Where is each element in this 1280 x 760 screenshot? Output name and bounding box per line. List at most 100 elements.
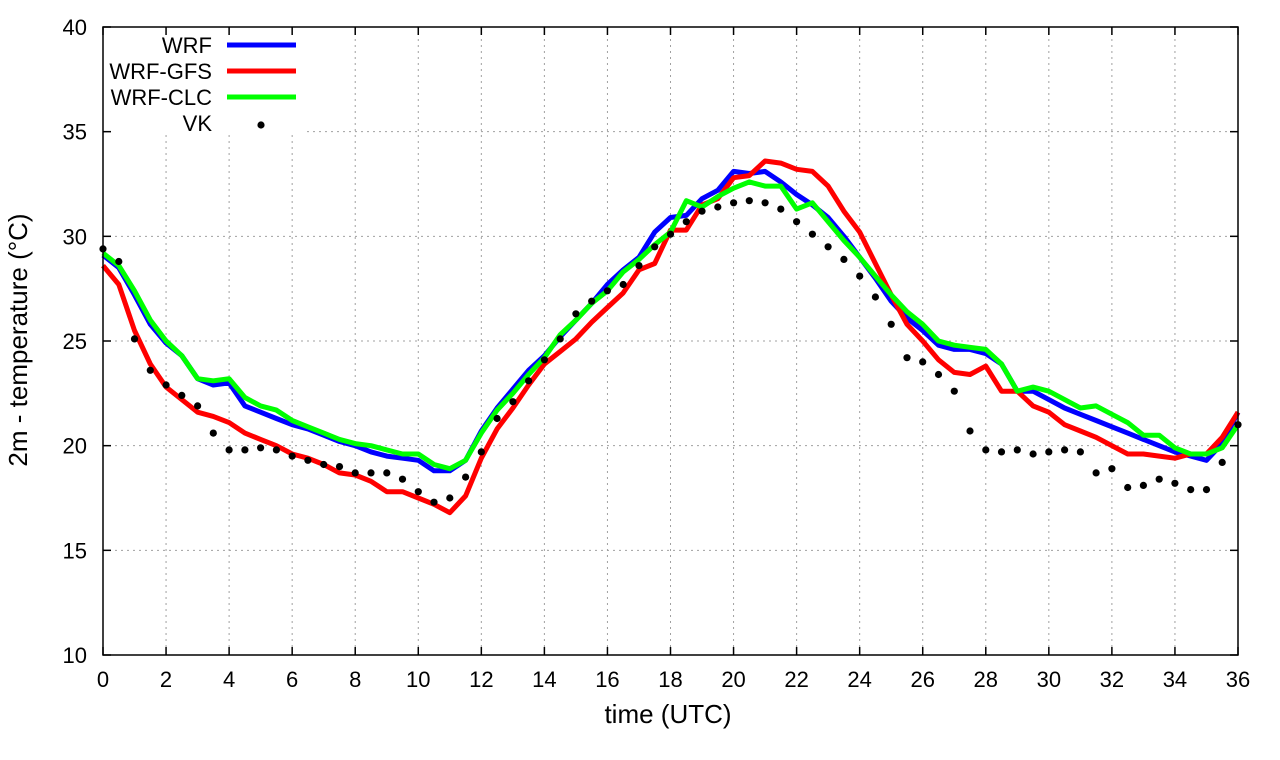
- data-point: [335, 463, 344, 471]
- data-point: [1108, 465, 1116, 473]
- x-tick-label: 20: [721, 667, 745, 692]
- data-point: [288, 452, 296, 460]
- x-tick-label: 6: [286, 667, 298, 692]
- data-point: [430, 498, 438, 506]
- data-point: [1155, 475, 1163, 483]
- data-point: [493, 414, 501, 423]
- data-point: [635, 262, 643, 270]
- x-tick-label: 10: [406, 667, 430, 692]
- legend-label: WRF: [162, 33, 212, 58]
- data-point: [351, 469, 359, 477]
- data-point: [651, 243, 659, 251]
- data-point: [146, 366, 154, 374]
- data-point: [793, 218, 801, 226]
- y-tick-label: 35: [63, 120, 87, 145]
- data-point: [209, 429, 217, 437]
- x-tick-label: 24: [847, 667, 871, 692]
- legend-swatch: [257, 121, 265, 129]
- data-point: [162, 381, 170, 389]
- data-point: [1013, 446, 1021, 454]
- data-point: [130, 335, 139, 343]
- data-point: [730, 199, 738, 207]
- data-point: [320, 460, 328, 469]
- y-tick-label: 15: [63, 538, 87, 563]
- data-point: [304, 456, 312, 464]
- x-tick-label: 2: [160, 667, 172, 692]
- data-point: [1124, 483, 1132, 492]
- x-tick-label: 22: [784, 667, 808, 692]
- y-tick-label: 30: [63, 224, 87, 249]
- x-tick-label: 36: [1226, 667, 1250, 692]
- series-layer: [99, 158, 1242, 516]
- data-point: [257, 444, 265, 452]
- data-point: [1076, 448, 1084, 456]
- x-tick-label: 32: [1100, 667, 1124, 692]
- data-point: [777, 205, 785, 213]
- data-point: [982, 446, 990, 454]
- data-point: [698, 207, 706, 215]
- x-tick-label: 30: [1037, 667, 1061, 692]
- data-point: [414, 488, 422, 496]
- series-points-vk: [99, 197, 1242, 506]
- data-point: [997, 448, 1006, 456]
- data-point: [367, 469, 375, 477]
- data-point: [903, 354, 911, 362]
- data-point: [115, 257, 123, 266]
- data-point: [682, 218, 690, 226]
- data-point: [1187, 486, 1195, 494]
- y-axis-ticks: 10 15 20 25 30 35 40: [63, 15, 1238, 668]
- x-tick-label: 34: [1163, 667, 1187, 692]
- data-point: [1218, 458, 1226, 466]
- x-tick-label: 12: [469, 667, 493, 692]
- data-point: [509, 398, 517, 406]
- x-tick-label: 8: [349, 667, 361, 692]
- data-point: [840, 255, 848, 263]
- x-tick-label: 16: [595, 667, 619, 692]
- x-axis-label: time (UTC): [604, 699, 731, 729]
- data-point: [1061, 446, 1069, 454]
- data-point: [761, 199, 769, 207]
- data-point: [398, 475, 407, 483]
- legend-label: WRF-CLC: [111, 85, 213, 110]
- x-tick-label: 28: [974, 667, 998, 692]
- data-point: [241, 446, 249, 454]
- data-point: [383, 469, 391, 477]
- data-point: [966, 427, 974, 435]
- data-point: [540, 356, 549, 364]
- data-point: [887, 320, 895, 328]
- data-point: [919, 358, 927, 366]
- y-tick-label: 10: [63, 643, 87, 668]
- data-point: [556, 335, 564, 343]
- data-point: [950, 387, 958, 395]
- data-point: [619, 280, 627, 289]
- y-tick-label: 20: [63, 434, 87, 459]
- data-point: [1139, 481, 1147, 489]
- data-point: [666, 230, 675, 238]
- data-point: [178, 391, 186, 399]
- data-point: [603, 287, 612, 295]
- data-point: [1202, 486, 1211, 494]
- data-point: [1029, 450, 1037, 458]
- y-tick-label: 40: [63, 15, 87, 40]
- data-point: [225, 446, 233, 454]
- x-tick-label: 0: [97, 667, 109, 692]
- x-tick-label: 14: [532, 667, 556, 692]
- data-point: [462, 473, 470, 481]
- data-point: [856, 272, 864, 280]
- data-point: [572, 310, 580, 318]
- data-point: [871, 293, 880, 301]
- x-axis-ticks: 0 2 4 6 8 10 12 14 16 18 20 22 24 26 28 30 32 34 36: [97, 27, 1250, 692]
- data-point: [714, 203, 722, 211]
- data-point: [1045, 448, 1053, 456]
- x-tick-label: 18: [658, 667, 682, 692]
- data-point: [824, 243, 832, 251]
- data-point: [745, 197, 753, 205]
- legend-label: WRF-GFS: [109, 59, 212, 84]
- data-point: [446, 494, 454, 502]
- data-point: [808, 230, 817, 238]
- series-line-wrf: [101, 168, 1241, 474]
- data-point: [1171, 479, 1179, 487]
- data-point: [588, 297, 596, 305]
